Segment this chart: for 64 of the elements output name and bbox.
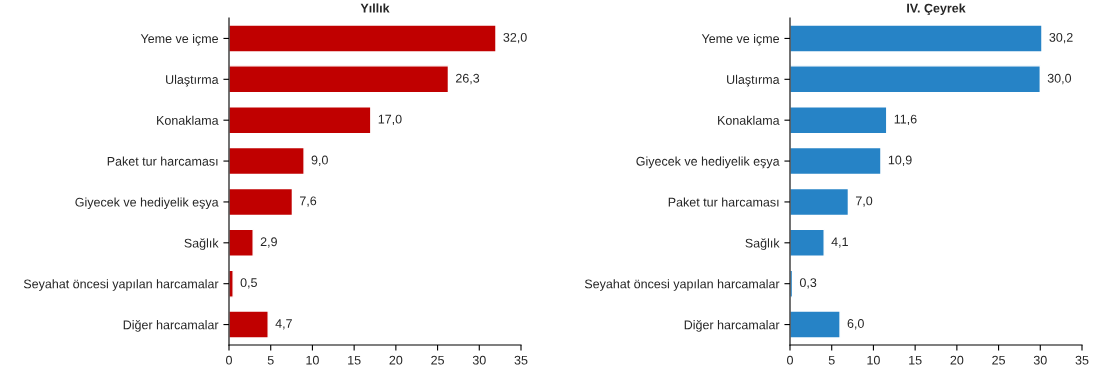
- data-label: 7,6: [299, 196, 317, 207]
- y-tick-label: Yeme ve içme: [701, 33, 780, 46]
- y-tick-label: Konaklama: [157, 115, 219, 125]
- data-label: 9,0: [311, 155, 328, 166]
- data-label: 6,0: [847, 319, 864, 330]
- data-label: 30,2: [1049, 32, 1073, 44]
- y-tick-label: Diğer harcamalar: [684, 319, 780, 332]
- bar: [790, 65, 1041, 94]
- bar: [790, 146, 882, 176]
- bar: [229, 24, 497, 53]
- y-tick-label: Ulaştırma: [166, 74, 219, 87]
- chart-title: IV. Çeyrek: [907, 3, 966, 16]
- y-tick-label: Paket tur harcaması: [668, 197, 779, 207]
- bar: [790, 228, 825, 257]
- y-tick-label: Diğer harcamalar: [123, 319, 219, 332]
- data-label: 7,0: [855, 196, 873, 207]
- y-tick-label: Ulaştırma: [727, 74, 780, 87]
- x-tick-label: 15: [909, 355, 922, 365]
- data-label: 10,9: [888, 155, 912, 166]
- data-label: 26,3: [455, 73, 480, 85]
- data-label: 4,1: [831, 237, 848, 248]
- x-tick-label: 0: [787, 355, 793, 365]
- y-tick-label: Konaklama: [718, 115, 780, 125]
- bar: [229, 310, 269, 339]
- bar: [790, 106, 888, 135]
- x-tick-label: 0: [226, 355, 232, 365]
- x-tick-label: 25: [992, 355, 1005, 365]
- bar: [229, 65, 450, 94]
- x-tick-label: 15: [348, 355, 361, 365]
- data-label: 4,7: [275, 319, 292, 330]
- x-tick-label: 30: [472, 355, 486, 365]
- y-tick-label: Yeme ve içme: [140, 33, 219, 46]
- y-tick-label: Giyecek ve hediyelik eşya: [636, 156, 780, 169]
- data-label: 0,3: [799, 278, 817, 289]
- x-tick-label: 20: [389, 355, 403, 365]
- y-tick-label: Paket tur harcaması: [107, 156, 218, 166]
- data-label: 17,0: [378, 114, 402, 126]
- y-tick-label: Giyecek ve hediyelik eşya: [75, 197, 219, 210]
- bar: [790, 310, 841, 339]
- x-tick-label: 30: [1033, 355, 1047, 365]
- bar: [229, 106, 372, 135]
- x-tick-label: 10: [867, 355, 880, 365]
- bar: [229, 146, 305, 176]
- bar: [229, 228, 254, 257]
- bar: [229, 187, 294, 217]
- bar: [790, 24, 1043, 53]
- y-tick-label: Seyahat öncesi yapılan harcamalar: [584, 279, 780, 291]
- y-tick-label: Seyahat öncesi yapılan harcamalar: [23, 279, 219, 291]
- x-tick-label: 35: [1075, 355, 1089, 365]
- y-tick-label: Sağlık: [184, 238, 219, 251]
- data-label: 30,0: [1047, 73, 1072, 85]
- y-tick-label: Sağlık: [745, 238, 780, 251]
- x-tick-label: 35: [514, 355, 528, 365]
- data-label: 2,9: [260, 237, 277, 248]
- data-label: 32,0: [503, 32, 527, 44]
- x-tick-label: 10: [306, 355, 319, 365]
- chart-title: Yıllık: [360, 3, 390, 13]
- x-tick-label: 5: [267, 355, 274, 365]
- x-tick-label: 5: [828, 355, 835, 365]
- x-tick-label: 20: [950, 355, 964, 365]
- data-label: 0,5: [240, 278, 257, 289]
- bar: [790, 187, 850, 217]
- data-label: 11,6: [894, 114, 917, 126]
- x-tick-label: 25: [431, 355, 444, 365]
